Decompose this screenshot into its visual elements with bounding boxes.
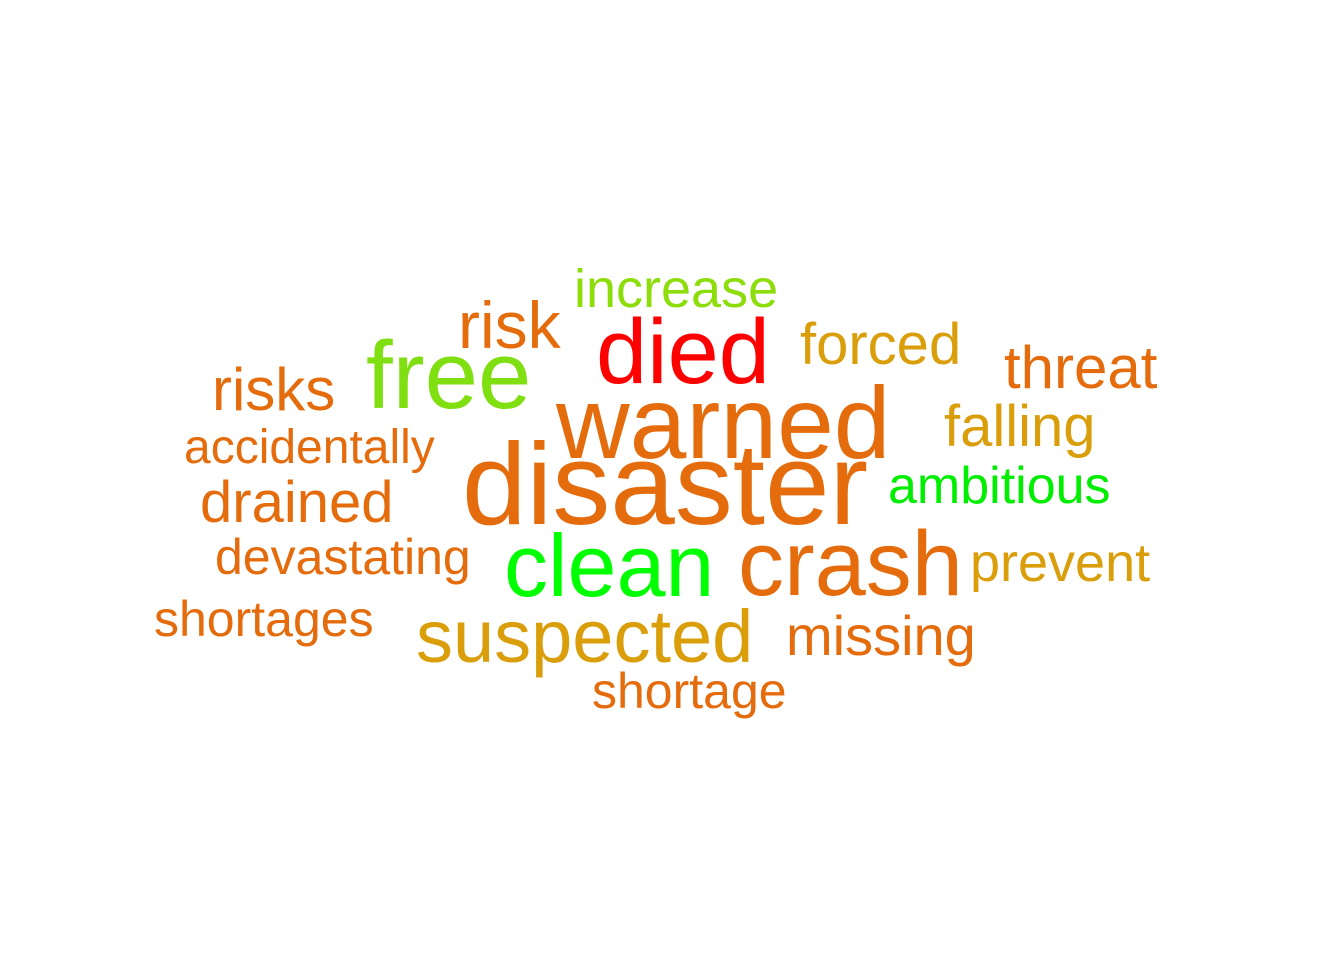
word-accidentally: accidentally [184,421,435,474]
word-increase: increase [574,259,779,319]
word-died: died [596,301,770,403]
word-crash: crash [738,513,963,615]
word-falling: falling [944,394,1096,459]
word-prevent: prevent [970,533,1151,593]
word-drained: drained [200,470,394,535]
word-missing: missing [786,604,976,667]
word-ambitious: ambitious [888,457,1111,515]
word-forced: forced [800,312,962,377]
word-free: free [366,322,532,429]
word-warned: warned [556,366,891,480]
word-shortage: shortage [592,663,787,719]
word-risks: risks [212,356,336,423]
word-shortages: shortages [154,591,374,647]
word-suspected: suspected [416,595,754,678]
word-devastating: devastating [215,529,471,585]
word-disaster: disaster [462,419,869,549]
word-threat: threat [1004,334,1158,401]
word-clean: clean [504,516,715,615]
word-risk: risk [458,288,561,362]
